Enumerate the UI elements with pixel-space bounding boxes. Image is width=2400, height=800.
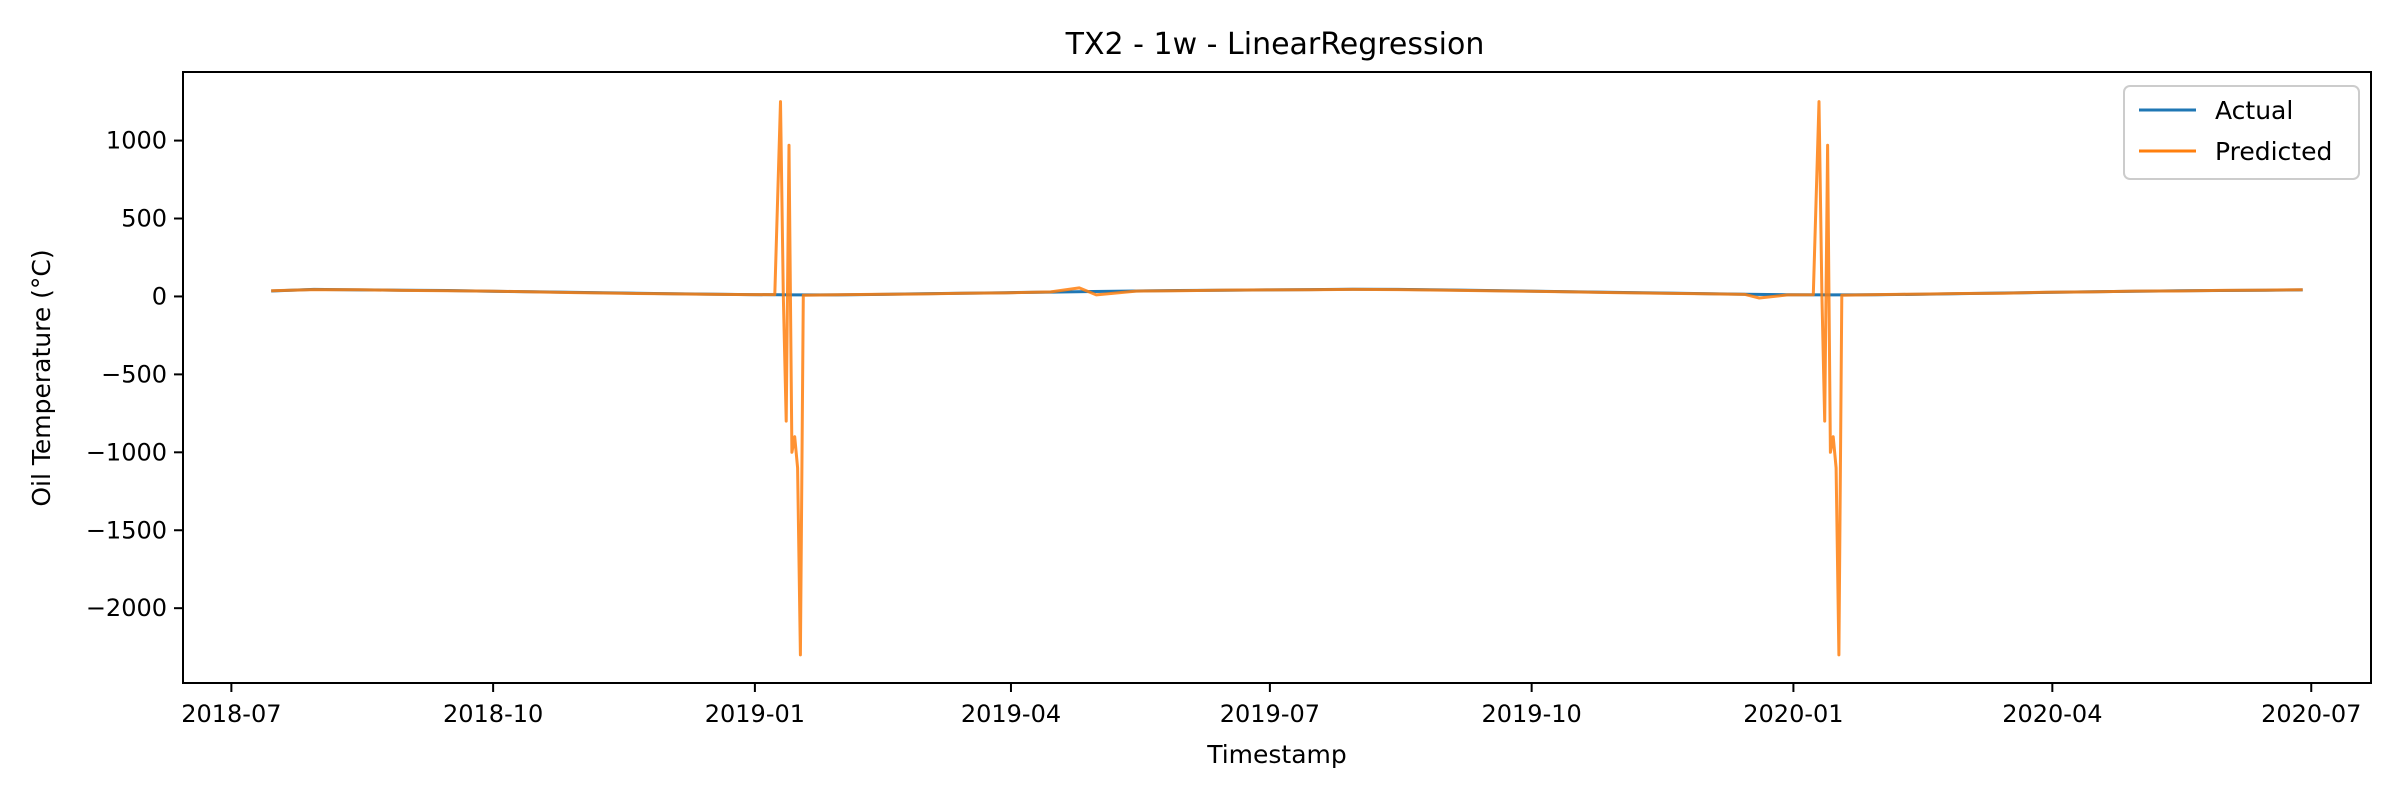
x-tick-label: 2018-07 bbox=[181, 700, 281, 728]
x-tick-label: 2020-01 bbox=[1743, 700, 1843, 728]
x-tick-label: 2020-07 bbox=[2261, 700, 2361, 728]
x-tick-label: 2020-04 bbox=[2002, 700, 2102, 728]
y-tick-label: 0 bbox=[152, 282, 167, 310]
series-line-predicted bbox=[271, 100, 2303, 657]
legend-label-predicted: Predicted bbox=[2215, 137, 2332, 166]
chart-title: TX2 - 1w - LinearRegression bbox=[1065, 27, 1485, 62]
x-axis-label: Timestamp bbox=[1206, 740, 1347, 769]
plot-frame bbox=[182, 71, 2372, 684]
legend: Actual Predicted bbox=[2123, 85, 2360, 180]
y-tick-label: −2000 bbox=[86, 594, 167, 622]
y-tick-label: −500 bbox=[101, 360, 167, 388]
x-tick-label: 2019-04 bbox=[961, 700, 1061, 728]
y-tick-label: 1000 bbox=[106, 127, 167, 155]
x-tick-label: 2018-10 bbox=[443, 700, 543, 728]
x-axis: 2018-07 2018-10 2019-01 2019-04 2019-07 2019-… bbox=[181, 683, 2361, 728]
y-axis-label: Oil Temperature (°C) bbox=[27, 249, 56, 506]
y-tick-label: 500 bbox=[121, 205, 167, 233]
y-tick-label: −1500 bbox=[86, 516, 167, 544]
series-layer bbox=[271, 100, 2303, 657]
legend-label-actual: Actual bbox=[2215, 96, 2293, 125]
x-tick-label: 2019-10 bbox=[1482, 700, 1582, 728]
x-tick-label: 2019-01 bbox=[705, 700, 805, 728]
x-tick-label: 2019-07 bbox=[1220, 700, 1320, 728]
y-tick-label: −1000 bbox=[86, 438, 167, 466]
y-axis: 1000 500 0 −500 −1000 −1500 −2000 bbox=[86, 127, 183, 622]
